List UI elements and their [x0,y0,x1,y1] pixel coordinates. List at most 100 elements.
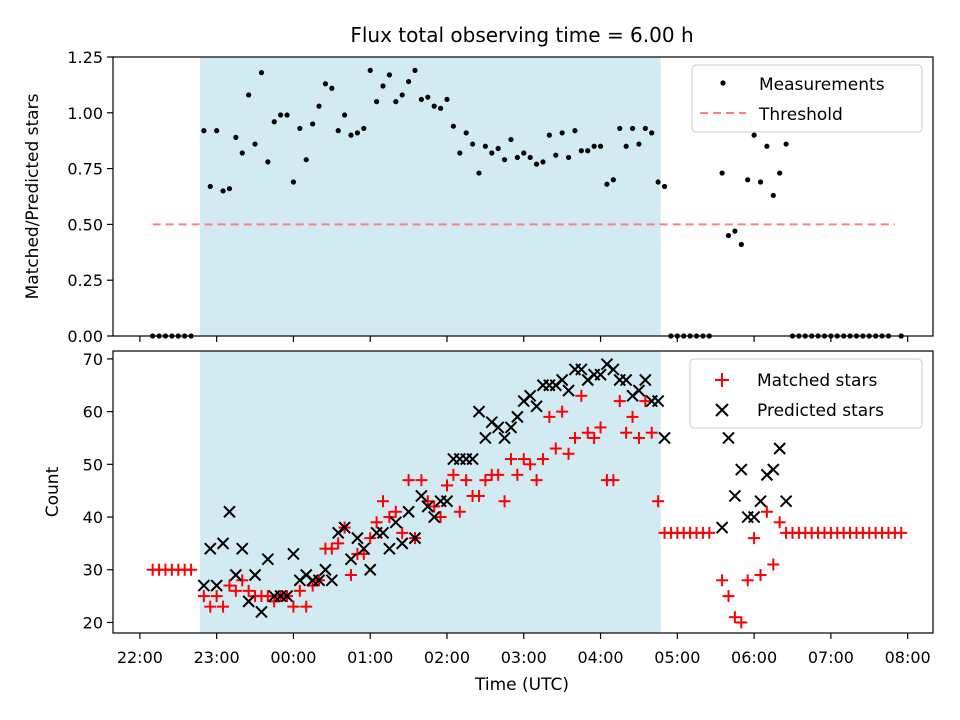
matched-point [377,495,390,508]
matched-point [217,600,230,613]
top-y-tick-label: 0.00 [67,327,103,346]
measurement-point [412,67,418,73]
predicted-point [415,489,428,503]
predicted-point [594,368,607,381]
measurement-point [757,179,764,185]
matched-point [332,537,345,550]
legend-matched-label: Matched stars [757,371,877,391]
matched-point [210,590,223,603]
x-tick-label: 07:00 [808,648,854,667]
measurement-point [540,159,546,165]
predicted-point [223,505,236,518]
predicted-point [747,510,761,524]
predicted-point [216,537,230,550]
predicted-point [639,373,652,387]
measurement-point [655,179,661,185]
predicted-point [779,495,793,508]
legend-predicted-marker [715,403,729,417]
measurement-point [642,125,648,132]
measurement-point [623,143,629,149]
predicted-point [261,552,275,566]
matched-point [204,600,217,613]
matched-point [728,611,741,624]
predicted-point [466,452,479,466]
bottom-legend: Matched stars Predicted stars [689,358,923,429]
predicted-point [197,579,211,592]
predicted-point [210,579,223,592]
top-panel: 0.00 0.25 0.50 0.75 1.00 1.25 Matched/Predict… [23,48,934,346]
measurement-point [617,125,623,132]
measurement-point [386,72,393,78]
predicted-point [427,510,441,524]
measurement-point [521,150,527,156]
matched-point [620,426,633,439]
predicted-point [440,495,454,508]
measurement-point [553,152,559,158]
measurement-point [393,99,399,105]
measurement-point [783,141,789,147]
predicted-point [632,384,646,397]
measurement-point [297,125,303,132]
predicted-point [607,363,620,376]
matched-point [185,563,198,576]
matched-point [261,590,274,603]
predicted-point [204,542,217,555]
matched-point [415,474,428,487]
matched-point [607,474,620,487]
measurement-point [572,128,578,134]
measurement-point [661,183,668,190]
matched-point [530,474,543,487]
matched-point [517,453,530,466]
matched-point [767,558,780,571]
matched-point [287,600,300,613]
measurement-point [476,170,482,176]
predicted-point [619,373,633,387]
bottom-y-tick-label: 70 [83,350,103,369]
matched-point [370,516,383,529]
measurement-point [374,99,380,105]
measurement-point [482,143,488,149]
measurement-point [278,112,284,118]
measurement-point [329,85,335,91]
measurement-point [342,112,348,118]
predicted-point [325,574,339,587]
matched-point [498,495,511,508]
measurement-point [489,150,495,156]
measurement-point [751,132,757,138]
matched-point [364,532,377,545]
predicted-point [229,568,243,582]
measurement-point [226,186,233,192]
measurement-point [239,150,245,156]
matched-point [389,505,402,518]
measurement-point [405,78,412,85]
predicted-point [383,542,396,555]
matched-point [754,569,767,582]
top-y-label: Matched/Predicted stars [23,93,43,299]
predicted-point [767,463,780,476]
predicted-point [287,547,300,561]
legend-threshold-label: Threshold [758,105,843,125]
matched-point [325,542,338,555]
matched-point [524,458,537,471]
matched-point [652,495,665,508]
measurement-point [290,179,297,185]
matched-point [460,474,473,487]
bottom-y-axis: 20 30 40 50 60 70 [83,350,113,632]
predicted-point [651,394,665,408]
matched-point [402,474,415,487]
top-y-axis: 0.00 0.25 0.50 0.75 1.00 1.25 [67,48,113,346]
measurement-point [201,128,207,134]
bottom-y-tick-label: 40 [83,508,103,527]
predicted-point [530,400,543,413]
top-x-ticks [139,336,909,342]
legend-predicted-label: Predicted stars [757,401,884,421]
predicted-point [722,431,735,445]
measurement-point [271,119,277,125]
measurement-point [354,130,361,136]
x-tick-label: 03:00 [501,648,547,667]
top-observing-shade [200,57,661,336]
matched-point [741,574,754,587]
measurement-point [444,96,450,103]
predicted-point [555,373,569,387]
measurement-point [316,103,322,109]
